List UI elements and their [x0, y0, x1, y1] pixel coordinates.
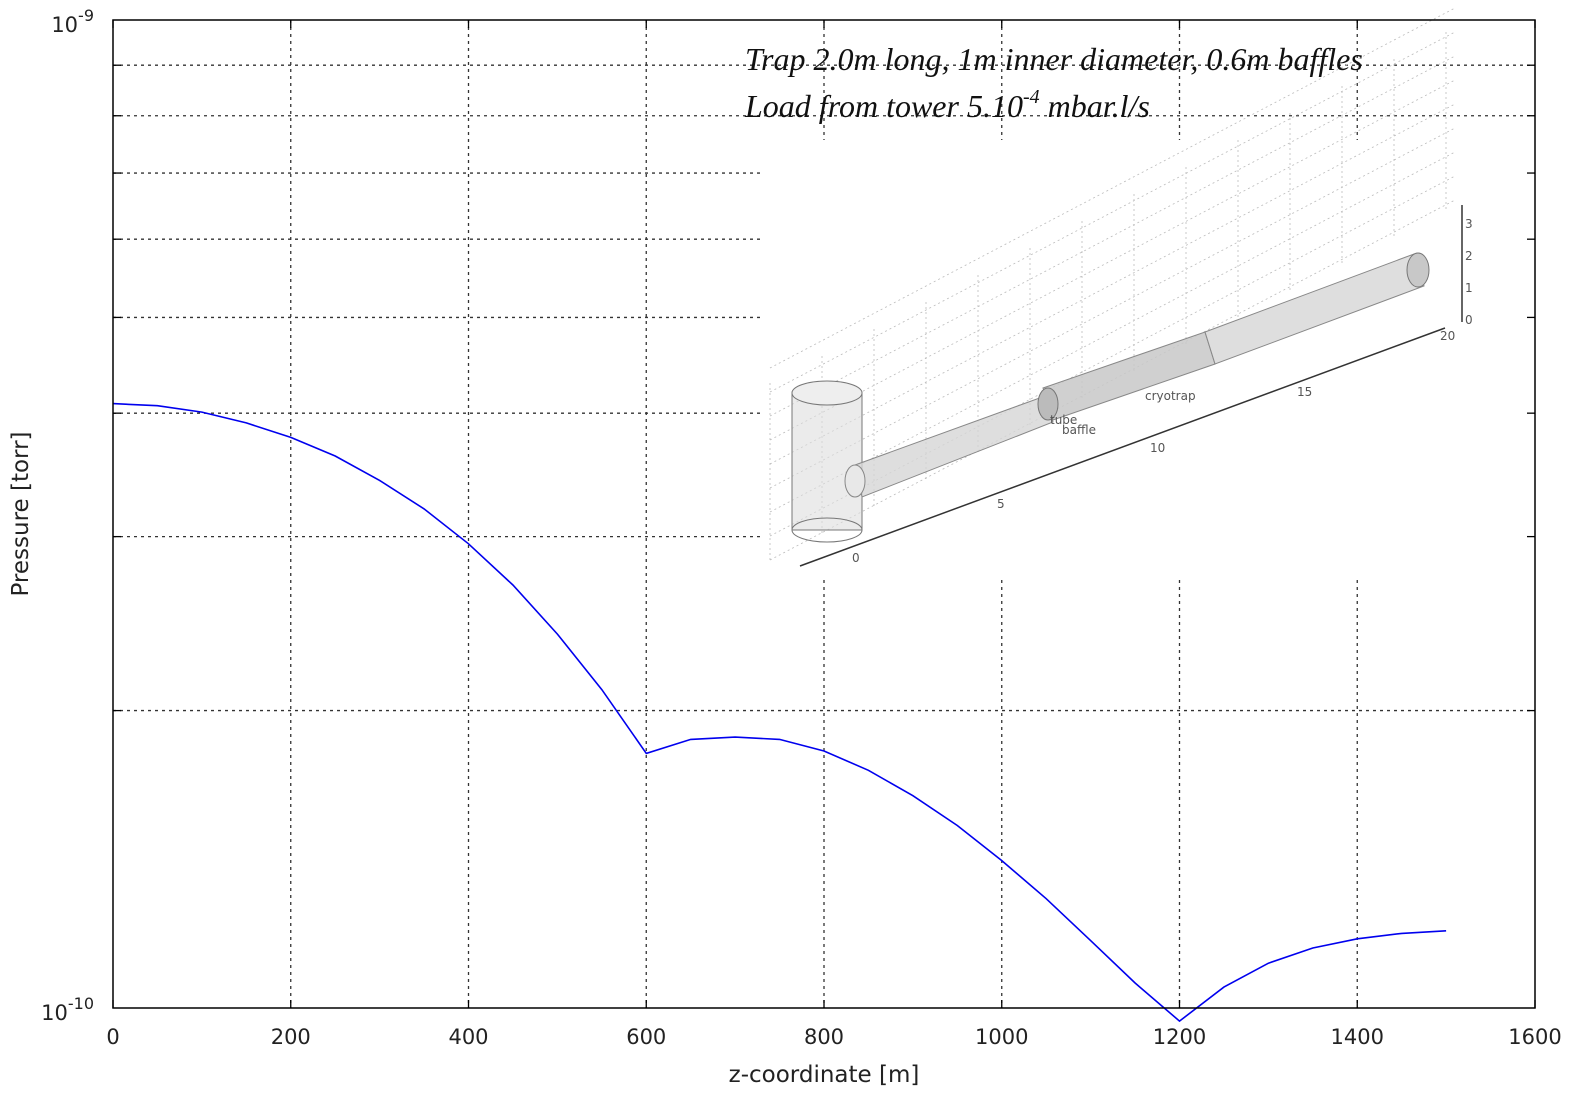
inset-height-tick: 1 [1465, 281, 1473, 295]
inset-grid-line [769, 127, 1456, 489]
annotation-line-1: Trap 2.0m long, 1m inner diameter, 0.6m … [745, 41, 1363, 77]
x-tick-label: 0 [106, 1025, 119, 1049]
inset-height-tick: 3 [1465, 217, 1473, 231]
y-tick-label: 10-9 [51, 6, 94, 37]
inset-height-tick: 0 [1465, 313, 1473, 327]
annotation-line-2-exponent: -4 [1023, 86, 1040, 108]
inset-length-tick: 0 [852, 551, 860, 565]
x-tick-label: 1000 [975, 1025, 1028, 1049]
inset-tower-top [791, 380, 863, 406]
inset-grid-line [769, 151, 1456, 513]
y-axis-ticks: 10-9 10-10 [41, 6, 1535, 1025]
inset-far-end [1406, 252, 1430, 288]
inset-grid-line [769, 175, 1456, 537]
series-layer [112, 402, 1447, 1023]
inset-label-tube: tube [1050, 413, 1077, 427]
inset-grid-line [769, 103, 1456, 465]
inset-baffle [1037, 387, 1059, 421]
x-axis-label: z-coordinate [m] [729, 1062, 920, 1088]
inset-length-tick: 10 [1150, 441, 1165, 455]
inset-length-tick: 5 [997, 497, 1005, 511]
y-tick-label: 10-10 [41, 994, 94, 1025]
inset-tube-end [844, 464, 866, 498]
inset-label-baffle: baffle [1062, 423, 1096, 437]
annotation-line-2: Load from tower 5.10-4 mbar.l/s [744, 86, 1150, 124]
inset-grid-line [769, 31, 1456, 393]
x-tick-label: 1400 [1331, 1025, 1384, 1049]
x-axis-ticks: 0 200 400 600 800 1000 1200 1400 1600 [106, 20, 1562, 1049]
x-tick-label: 600 [626, 1025, 666, 1049]
inset-grid-line [769, 55, 1456, 417]
inset-length-tick: 20 [1440, 329, 1455, 343]
x-tick-label: 800 [804, 1025, 844, 1049]
inset-length-tick: 15 [1297, 385, 1312, 399]
pressure-series-line [112, 402, 1447, 1023]
inset-tower-bottom [791, 517, 863, 543]
y-axis-label: Pressure [torr] [8, 431, 34, 596]
x-tick-label: 1200 [1153, 1025, 1206, 1049]
x-tick-label: 200 [271, 1025, 311, 1049]
inset-tower-body [791, 391, 863, 531]
x-tick-label: 1600 [1508, 1025, 1561, 1049]
inset-height-tick: 2 [1465, 249, 1473, 263]
inset-length-axis [799, 327, 1446, 567]
annotation-line-2-pre: Load from tower 5.10 [744, 88, 1023, 124]
inset-grid-line [769, 79, 1456, 441]
annotation-line-2-post: mbar.l/s [1040, 88, 1150, 124]
inset-label-cryotrap: cryotrap [1145, 389, 1196, 403]
inset-far-tube [1204, 253, 1425, 365]
x-tick-label: 400 [448, 1025, 488, 1049]
inset-grid-line [769, 7, 1456, 369]
